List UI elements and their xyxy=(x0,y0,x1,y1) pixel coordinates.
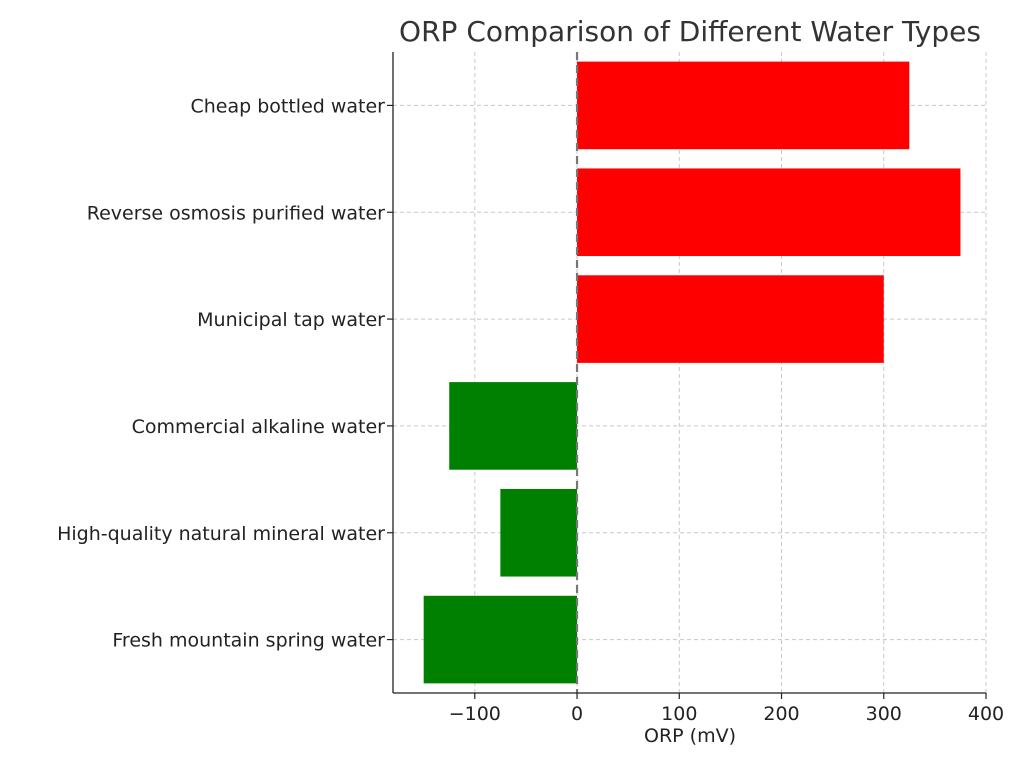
bar xyxy=(500,488,578,577)
bar xyxy=(577,275,884,363)
category-label: Commercial alkaline water xyxy=(132,416,386,438)
chart-title: ORP Comparison of Different Water Types xyxy=(399,15,981,48)
x-tick-label: 0 xyxy=(571,703,583,725)
x-tick-label: 100 xyxy=(661,703,697,725)
x-tick-label: 300 xyxy=(866,703,902,725)
category-label: Municipal tap water xyxy=(197,309,385,331)
tick-layer: −100 0 100 200 300 400 xyxy=(387,104,1004,725)
x-tick-label: 200 xyxy=(763,703,799,725)
bar xyxy=(577,168,961,257)
bar xyxy=(423,595,578,684)
axis-layer xyxy=(392,52,986,694)
category-label: Fresh mountain spring water xyxy=(112,630,385,652)
bar-layer xyxy=(423,61,961,684)
x-tick-label: 400 xyxy=(968,703,1004,725)
bar xyxy=(449,382,578,470)
category-label: High-quality natural mineral water xyxy=(57,523,385,545)
category-label: Reverse osmosis purified water xyxy=(87,202,385,224)
category-label: Cheap bottled water xyxy=(190,95,385,117)
bar xyxy=(577,61,910,150)
x-tick-label: −100 xyxy=(449,703,501,725)
x-axis-label: ORP (mV) xyxy=(644,725,736,747)
category-label-layer: Cheap bottled water Reverse osmosis purif… xyxy=(57,95,385,651)
